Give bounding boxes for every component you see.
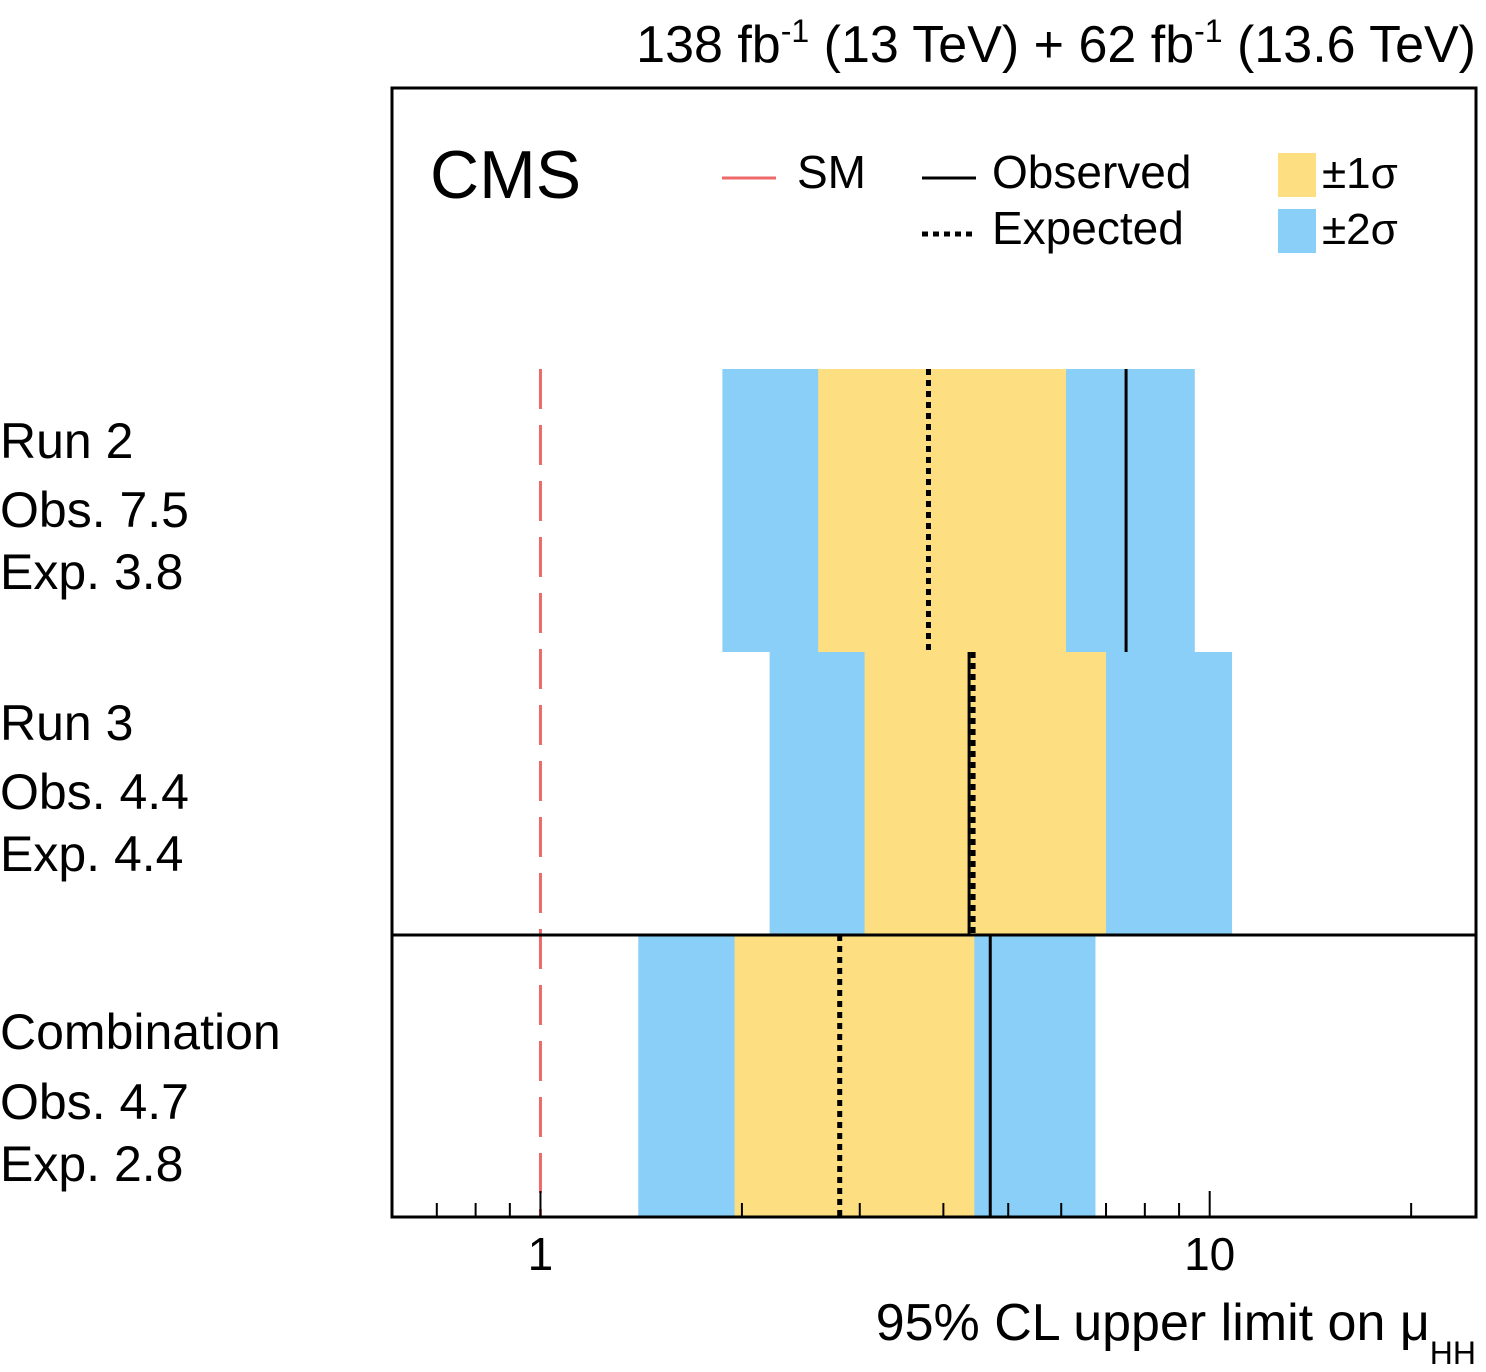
lumi-run2-sup: -1 [781, 13, 809, 49]
combination-name: Combination [0, 1004, 281, 1060]
run3-exp: Exp. 4.4 [0, 826, 183, 882]
run2-name: Run 2 [0, 413, 133, 469]
legend-sm-label: SM [797, 146, 866, 198]
legend: SM Observed Expected ±1σ ±2σ [722, 146, 1398, 254]
x-axis-ticks: 1 10 [391, 1191, 1413, 1280]
energy-run2: (13 TeV) + [809, 16, 1078, 74]
run3-obs: Obs. 4.4 [0, 764, 189, 820]
x-tick-label: 1 [528, 1228, 554, 1280]
legend-band1-swatch [1278, 153, 1316, 197]
energy-run3: (13.6 TeV) [1223, 16, 1476, 74]
legend-band1-label: ±1σ [1322, 149, 1398, 198]
x-tick-label: 10 [1184, 1228, 1235, 1280]
lumi-run3-sup: -1 [1194, 13, 1222, 49]
cms-label: CMS [430, 137, 581, 213]
limit-lines-layer [837, 369, 1128, 1217]
run2-band-1sigma [818, 369, 1067, 652]
category-labels: Run 2 Obs. 7.5 Exp. 3.8 Run 3 Obs. 4.4 E… [0, 413, 281, 1192]
combination-band-1sigma [734, 935, 975, 1217]
x-axis-title: 95% CL upper limit on μHH [876, 1294, 1476, 1371]
plot-frame [390, 86, 1478, 1219]
lumi-header: 138 fb-1 (13 TeV) + 62 fb-1 (13.6 TeV) [636, 13, 1476, 74]
x-axis-title-sub: HH [1430, 1335, 1476, 1371]
run3-band-1sigma [864, 652, 1107, 935]
run2-obs: Obs. 7.5 [0, 482, 189, 538]
legend-observed-label: Observed [992, 146, 1191, 198]
legend-band2-label: ±2σ [1322, 205, 1398, 254]
bands-layer [638, 369, 1233, 1217]
combination-exp: Exp. 2.8 [0, 1136, 183, 1192]
run3-name: Run 3 [0, 695, 133, 751]
lumi-run3: 62 fb [1078, 16, 1194, 74]
run2-exp: Exp. 3.8 [0, 544, 183, 600]
legend-band2-swatch [1278, 209, 1316, 253]
legend-expected-label: Expected [992, 202, 1184, 254]
x-axis-title-main: 95% CL upper limit on μ [876, 1294, 1430, 1352]
lumi-run2: 138 fb [636, 16, 781, 74]
combination-obs: Obs. 4.7 [0, 1074, 189, 1130]
